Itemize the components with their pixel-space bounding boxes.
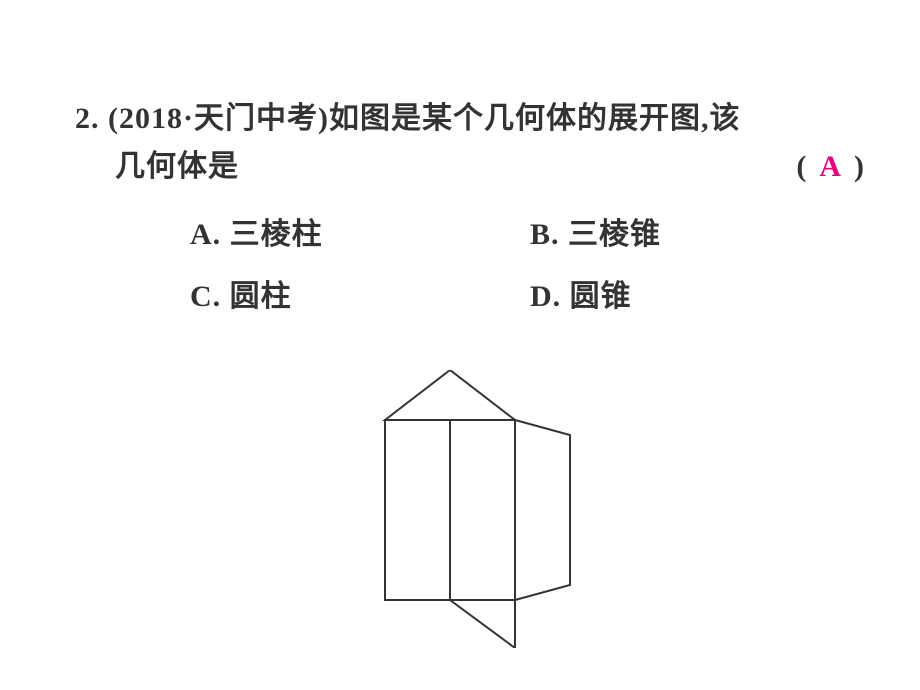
option-a-text: 三棱柱: [230, 218, 323, 251]
source-year: (2018: [108, 102, 183, 135]
option-c: C. 圆柱: [190, 271, 530, 315]
paren-open: (: [796, 143, 807, 191]
option-b-letter: B.: [530, 218, 560, 251]
option-b-text: 三棱锥: [568, 218, 661, 251]
options-row-1: A. 三棱柱 B. 三棱锥: [75, 209, 860, 253]
question-text-2: 几何体是: [115, 143, 239, 191]
side-flap: [515, 420, 570, 600]
option-c-letter: C.: [190, 280, 221, 313]
options-row-2: C. 圆柱 D. 圆锥: [75, 271, 860, 315]
question-line-2: 几何体是 ( A ): [75, 143, 865, 191]
question-content: 2. (2018·天门中考)如图是某个几何体的展开图,该 几何体是 ( A ) …: [0, 0, 920, 315]
option-d-text: 圆锥: [570, 280, 632, 313]
paren-close: ): [854, 143, 865, 191]
source-name: 天门中考): [194, 102, 329, 135]
question-text-1: 如图是某个几何体的展开图,该: [329, 102, 741, 135]
top-triangle: [385, 370, 515, 420]
question-number: 2.: [75, 102, 100, 135]
main-rect-left: [385, 420, 450, 600]
option-b: B. 三棱锥: [530, 209, 661, 253]
figure-container: [335, 370, 585, 648]
option-c-text: 圆柱: [230, 280, 292, 313]
option-d-letter: D.: [530, 280, 561, 313]
main-rect-right: [450, 420, 515, 600]
option-d: D. 圆锥: [530, 271, 632, 315]
answer-group: ( A ): [796, 143, 865, 191]
geometric-net-figure: [335, 370, 585, 648]
source-dot: ·: [183, 102, 194, 135]
option-a: A. 三棱柱: [190, 209, 530, 253]
option-a-letter: A.: [190, 218, 221, 251]
bottom-triangle: [450, 600, 515, 648]
answer-letter: A: [807, 143, 854, 191]
question-line-1: 2. (2018·天门中考)如图是某个几何体的展开图,该: [75, 95, 860, 143]
